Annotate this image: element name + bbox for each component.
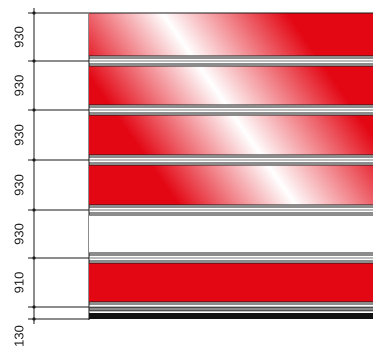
dimension-label: 930: [11, 75, 26, 97]
dimension-label: 930: [11, 174, 26, 196]
door-panel: [89, 13, 373, 56]
dimension-labels: 930 930 930 930 930 910 130: [11, 26, 26, 347]
door-panel: [89, 263, 373, 302]
dimension-tick-dot: [32, 158, 36, 162]
dimension-tick-dot: [32, 108, 36, 112]
dimension-label: 930: [11, 124, 26, 146]
door-panel: [89, 165, 373, 205]
dimension-label: 930: [11, 26, 26, 48]
door-panel: [89, 215, 373, 253]
door-panels: [89, 12, 373, 319]
door-panel: [89, 66, 373, 105]
door-panel: [89, 115, 373, 155]
dimension-label: 930: [11, 223, 26, 245]
dimension-label: 130: [11, 325, 26, 347]
dimension-tick-dot: [32, 208, 36, 212]
dimension-tick-dot: [32, 11, 36, 15]
dimension-tick-dot: [32, 305, 36, 309]
dimension-tick-dot: [32, 256, 36, 260]
dimension-tick-dot: [32, 59, 36, 63]
dimension-ticks: [28, 11, 89, 321]
dimension-label: 910: [11, 272, 26, 294]
dimension-tick-dot: [32, 317, 36, 321]
bottom-seal: [89, 313, 373, 319]
